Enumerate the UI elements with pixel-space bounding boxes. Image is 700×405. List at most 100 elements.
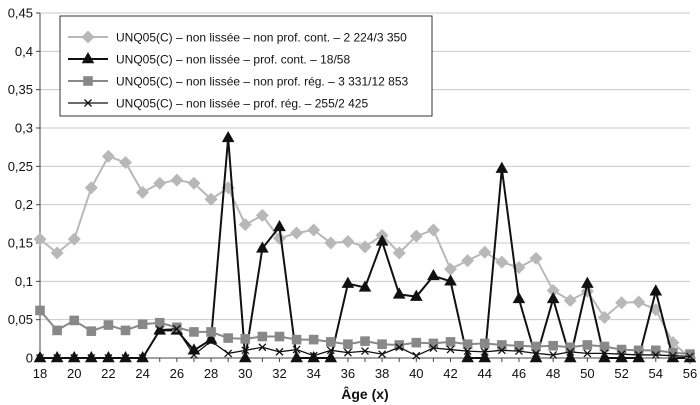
x-tick-label: 36 bbox=[341, 366, 355, 381]
data-point bbox=[461, 351, 474, 363]
data-point bbox=[514, 347, 523, 356]
data-point bbox=[272, 231, 286, 245]
data-point bbox=[445, 337, 456, 347]
data-point bbox=[529, 351, 543, 363]
data-point bbox=[341, 234, 355, 248]
legend-item: UNQ05(C) – non lissée – prof. rég. – 255… bbox=[68, 97, 368, 111]
data-point bbox=[102, 351, 115, 363]
y-tick-label: 0,25 bbox=[8, 159, 33, 174]
data-point bbox=[238, 218, 252, 232]
x-tick-label: 48 bbox=[546, 366, 560, 381]
data-point bbox=[633, 345, 644, 356]
data-point bbox=[409, 229, 423, 243]
data-point bbox=[597, 310, 611, 324]
data-point bbox=[189, 327, 199, 337]
data-point bbox=[566, 347, 575, 356]
x-tick-label: 56 bbox=[683, 366, 697, 381]
data-point bbox=[255, 208, 269, 222]
data-point bbox=[86, 326, 97, 336]
data-point bbox=[650, 345, 661, 356]
data-point bbox=[33, 351, 47, 363]
x-tick-label: 24 bbox=[135, 366, 149, 381]
series-3 bbox=[35, 305, 695, 359]
data-point bbox=[308, 334, 319, 345]
data-point bbox=[426, 223, 440, 237]
data-point bbox=[480, 347, 489, 356]
data-point bbox=[204, 192, 218, 206]
data-point bbox=[651, 350, 660, 359]
data-point bbox=[668, 347, 678, 358]
data-point bbox=[257, 331, 268, 342]
data-point bbox=[617, 350, 626, 359]
data-point bbox=[548, 340, 558, 351]
data-point bbox=[479, 338, 490, 349]
data-point bbox=[377, 339, 387, 349]
data-point bbox=[428, 338, 439, 349]
data-point bbox=[615, 351, 628, 363]
data-point bbox=[668, 351, 677, 360]
data-point bbox=[360, 336, 370, 346]
data-point bbox=[563, 351, 577, 363]
data-point bbox=[292, 345, 301, 354]
legend-item: UNQ05(C) – non lissée – prof. cont. – 18… bbox=[68, 52, 350, 67]
data-point bbox=[324, 236, 338, 250]
data-point bbox=[221, 130, 235, 143]
data-point bbox=[429, 344, 438, 352]
data-point bbox=[324, 351, 338, 363]
data-point bbox=[241, 346, 250, 355]
data-point bbox=[35, 305, 45, 316]
data-point bbox=[341, 276, 355, 288]
x-axis-title: Âge (x) bbox=[341, 385, 388, 402]
data-point bbox=[103, 320, 114, 330]
x-tick-label: 18 bbox=[33, 366, 47, 381]
data-point bbox=[154, 317, 165, 328]
data-point bbox=[444, 262, 458, 276]
legend-marker bbox=[84, 99, 92, 107]
data-point bbox=[206, 327, 216, 337]
x-tick-label: 20 bbox=[67, 366, 81, 381]
legend-label: UNQ05(C) – non lissée – non prof. rég. –… bbox=[116, 75, 409, 89]
data-point bbox=[375, 234, 389, 246]
data-point bbox=[256, 241, 269, 253]
data-point bbox=[394, 340, 405, 350]
x-tick-label: 28 bbox=[204, 366, 218, 381]
data-point bbox=[444, 274, 457, 286]
data-point bbox=[532, 349, 541, 358]
series-4 bbox=[36, 324, 694, 362]
data-point bbox=[478, 245, 492, 259]
data-point bbox=[238, 351, 252, 363]
data-point bbox=[87, 354, 96, 362]
legend-label: UNQ05(C) – non lissée – prof. rég. – 255… bbox=[116, 97, 368, 111]
data-point bbox=[85, 351, 98, 363]
data-point bbox=[583, 349, 592, 358]
x-tick-label: 46 bbox=[512, 366, 526, 381]
data-point bbox=[326, 346, 335, 355]
y-tick-label: 0,4 bbox=[15, 44, 33, 59]
y-tick-label: 0,3 bbox=[15, 121, 33, 136]
data-point bbox=[512, 291, 526, 304]
tick-labels: 0 0,05 0,1 0,15 0,2 0,25 0,3 0,35 0,4 0,45 18 20 22 2… bbox=[8, 6, 698, 382]
y-tick-label: 0,2 bbox=[15, 197, 33, 212]
data-point bbox=[392, 246, 406, 260]
y-tick-label: 0,35 bbox=[8, 82, 33, 97]
data-point bbox=[187, 176, 201, 190]
y-tick-label: 0,45 bbox=[8, 6, 33, 21]
legend-item: UNQ05(C) – non lissée – non prof. cont. … bbox=[68, 30, 407, 45]
data-point bbox=[240, 334, 251, 344]
x-tick-label: 42 bbox=[443, 366, 457, 381]
x-tick-label: 34 bbox=[306, 366, 320, 381]
data-point bbox=[600, 349, 609, 358]
data-point bbox=[275, 347, 284, 356]
x-tick-label: 38 bbox=[375, 366, 389, 381]
data-point bbox=[104, 354, 113, 362]
legend-label: UNQ05(C) – non lissée – non prof. cont. … bbox=[116, 31, 407, 45]
data-point bbox=[632, 295, 646, 309]
data-point bbox=[378, 350, 387, 359]
data-point bbox=[686, 352, 694, 361]
data-point bbox=[137, 319, 148, 330]
data-point bbox=[153, 176, 167, 190]
data-point bbox=[497, 340, 507, 350]
data-point bbox=[138, 354, 147, 362]
data-point bbox=[325, 337, 336, 347]
